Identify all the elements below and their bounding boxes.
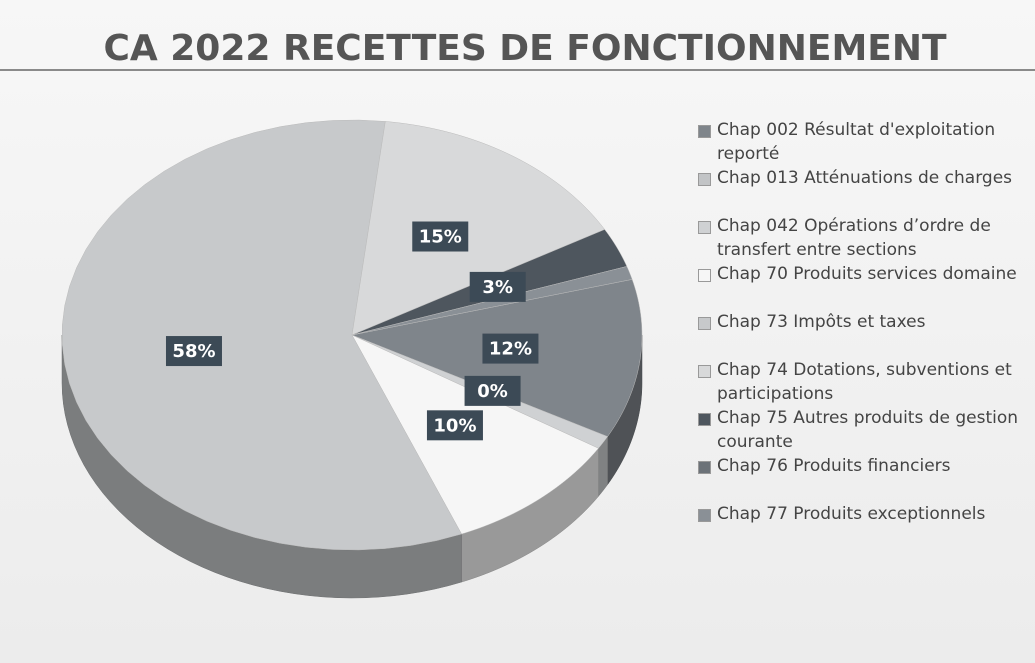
legend-item: Chap 70 Produits services domaine [698, 262, 1028, 310]
data-label: 0% [464, 375, 521, 406]
label-box [469, 271, 526, 302]
label-box [165, 336, 222, 367]
legend-swatch [698, 509, 711, 522]
legend-swatch [698, 125, 711, 138]
legend-label: Chap 74 Dotations, subventions et partic… [717, 360, 1012, 404]
legend-item: Chap 73 Impôts et taxes [698, 310, 1028, 358]
legend: Chap 002 Résultat d'exploitation reporté… [698, 118, 1028, 550]
legend-label: Chap 002 Résultat d'exploitation reporté [717, 120, 996, 164]
label-text: 58% [172, 341, 215, 362]
legend-label: Chap 77 Produits exceptionnels [717, 504, 986, 524]
label-box [426, 410, 483, 441]
label-text: 15% [419, 227, 462, 248]
legend-swatch [698, 413, 711, 426]
legend-item: Chap 042 Opérations d’ordre de transfert… [698, 214, 1028, 262]
legend-label: Chap 73 Impôts et taxes [717, 312, 926, 332]
label-text: 0% [477, 381, 508, 402]
label-box [482, 333, 539, 364]
data-label: 3% [469, 271, 526, 302]
legend-item: Chap 77 Produits exceptionnels [698, 502, 1028, 550]
legend-label: Chap 013 Atténuations de charges [717, 168, 1013, 188]
legend-item: Chap 74 Dotations, subventions et partic… [698, 358, 1028, 406]
legend-swatch [698, 317, 711, 330]
legend-label: Chap 75 Autres produits de gestion coura… [717, 408, 1019, 452]
pie-slice [351, 121, 606, 336]
legend-label: Chap 042 Opérations d’ordre de transfert… [717, 216, 991, 260]
legend-swatch [698, 269, 711, 282]
pie-slice [62, 119, 462, 551]
legend-label: Chap 76 Produits financiers [717, 456, 951, 476]
legend-label: Chap 70 Produits services domaine [717, 264, 1017, 284]
chart-title: CA 2022 RECETTES DE FONCTIONNEMENT [103, 28, 947, 69]
data-label: 58% [165, 336, 222, 367]
label-box [464, 375, 521, 406]
data-label: 10% [426, 410, 483, 441]
legend-swatch [698, 173, 711, 186]
legend-swatch [698, 221, 711, 234]
legend-item: Chap 76 Produits financiers [698, 454, 1028, 502]
legend-item: Chap 75 Autres produits de gestion coura… [698, 406, 1028, 454]
legend-item: Chap 002 Résultat d'exploitation reporté [698, 118, 1028, 166]
label-text: 10% [433, 415, 476, 436]
legend-item: Chap 013 Atténuations de charges [698, 166, 1028, 214]
data-label: 12% [482, 333, 539, 364]
legend-swatch [698, 461, 711, 474]
data-label: 15% [412, 221, 469, 252]
label-box [412, 221, 469, 252]
legend-swatch [698, 365, 711, 378]
label-text: 3% [482, 277, 513, 298]
label-text: 12% [489, 339, 532, 360]
